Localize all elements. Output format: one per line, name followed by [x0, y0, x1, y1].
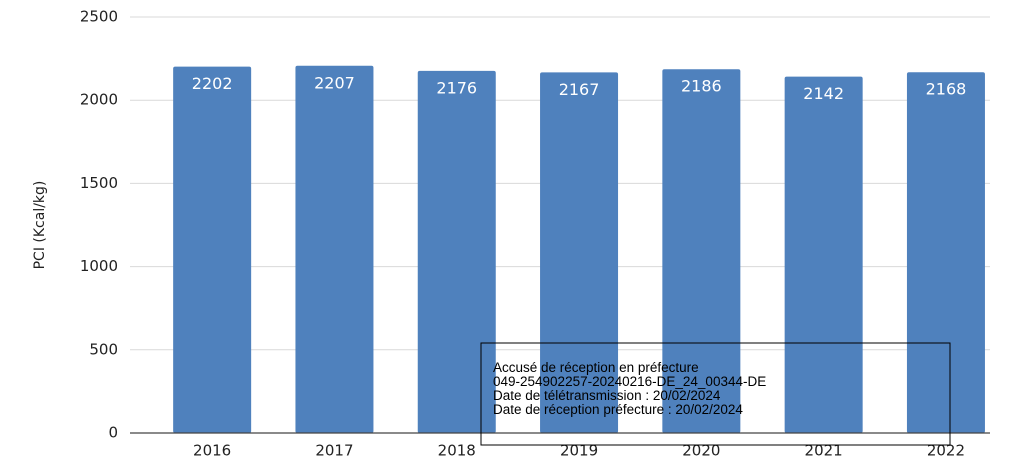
value-label: 2202 — [192, 74, 233, 93]
x-tick-label: 2021 — [805, 442, 843, 458]
x-tick-label: 2019 — [560, 442, 598, 458]
x-tick-label: 2016 — [193, 442, 231, 458]
stamp-text: Accusé de réception en préfecture — [493, 360, 699, 375]
bar — [662, 69, 741, 433]
bar — [173, 66, 252, 434]
y-tick-label: 1000 — [80, 257, 118, 275]
value-label: 2167 — [559, 80, 600, 99]
stamp-text: Date de réception préfecture : 20/02/202… — [493, 402, 743, 417]
value-label: 2176 — [436, 78, 477, 97]
y-tick-label: 2000 — [80, 91, 118, 109]
x-tick-label: 2020 — [682, 442, 720, 458]
value-label: 2168 — [926, 80, 967, 99]
x-tick-label: 2022 — [927, 442, 965, 458]
x-tick-label: 2017 — [315, 442, 353, 458]
y-axis-label: PCI (Kcal/kg) — [32, 181, 48, 270]
bar — [295, 65, 374, 434]
y-tick-label: 1500 — [80, 174, 118, 192]
stamp-text: 049-254902257-20240216-DE_24_00344-DE — [493, 374, 766, 389]
bar — [417, 70, 496, 433]
bar — [784, 76, 863, 433]
y-tick-label: 0 — [108, 424, 118, 442]
stamp-text: Date de télétransmission : 20/02/2024 — [493, 388, 721, 403]
value-label: 2142 — [803, 84, 844, 103]
value-label: 2207 — [314, 73, 355, 92]
x-tick-label: 2018 — [438, 442, 476, 458]
y-tick-label: 500 — [89, 340, 118, 358]
value-label: 2186 — [681, 77, 722, 96]
bar — [906, 72, 985, 433]
stamp-box — [480, 342, 951, 446]
y-tick-label: 2500 — [80, 8, 118, 26]
